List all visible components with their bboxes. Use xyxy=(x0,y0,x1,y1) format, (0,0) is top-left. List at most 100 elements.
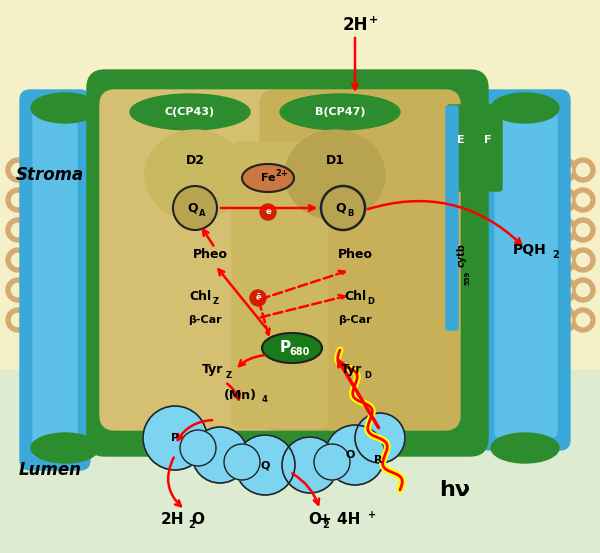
Ellipse shape xyxy=(32,189,77,211)
Text: 2: 2 xyxy=(553,250,559,260)
Circle shape xyxy=(553,158,577,182)
Ellipse shape xyxy=(527,301,572,323)
Circle shape xyxy=(571,248,595,272)
Circle shape xyxy=(10,162,26,178)
Ellipse shape xyxy=(280,94,400,130)
Circle shape xyxy=(571,158,595,182)
Circle shape xyxy=(571,188,595,212)
Text: B: B xyxy=(347,208,353,217)
Text: Fe: Fe xyxy=(261,173,275,183)
Text: D2: D2 xyxy=(185,154,205,166)
Text: PQH: PQH xyxy=(513,243,547,257)
Circle shape xyxy=(6,218,30,242)
Ellipse shape xyxy=(533,277,568,291)
Circle shape xyxy=(192,427,248,483)
Circle shape xyxy=(6,308,30,332)
Circle shape xyxy=(282,437,338,493)
Text: β-Car: β-Car xyxy=(338,315,372,325)
Text: P: P xyxy=(280,340,290,354)
Circle shape xyxy=(6,278,30,302)
Circle shape xyxy=(180,430,216,466)
Ellipse shape xyxy=(130,94,250,130)
Text: + 4H: + 4H xyxy=(319,513,361,528)
Ellipse shape xyxy=(37,193,73,207)
Circle shape xyxy=(235,435,295,495)
Circle shape xyxy=(557,282,573,298)
Text: +: + xyxy=(368,510,376,520)
Text: R: R xyxy=(374,455,382,465)
Text: Q: Q xyxy=(260,460,269,470)
Text: O: O xyxy=(308,513,322,528)
FancyBboxPatch shape xyxy=(33,103,77,457)
Circle shape xyxy=(321,186,365,230)
Ellipse shape xyxy=(533,221,568,235)
Ellipse shape xyxy=(491,433,559,463)
Text: ē: ē xyxy=(255,294,261,302)
FancyBboxPatch shape xyxy=(447,105,475,191)
Text: 559: 559 xyxy=(465,271,471,285)
Circle shape xyxy=(28,158,52,182)
Circle shape xyxy=(32,312,48,328)
Text: P: P xyxy=(171,433,179,443)
Circle shape xyxy=(32,192,48,208)
Ellipse shape xyxy=(527,217,572,239)
Text: 2H: 2H xyxy=(342,16,368,34)
Circle shape xyxy=(553,188,577,212)
Ellipse shape xyxy=(285,130,385,220)
FancyBboxPatch shape xyxy=(232,142,328,428)
Bar xyxy=(0,370,600,553)
Text: Stroma: Stroma xyxy=(16,166,84,184)
FancyBboxPatch shape xyxy=(20,90,90,470)
Text: Q: Q xyxy=(188,201,199,215)
Circle shape xyxy=(143,406,207,470)
Text: Z: Z xyxy=(226,371,232,379)
Circle shape xyxy=(32,222,48,238)
Text: Z: Z xyxy=(213,296,219,305)
Ellipse shape xyxy=(533,249,568,263)
Ellipse shape xyxy=(32,301,77,323)
Circle shape xyxy=(6,248,30,272)
Text: β-Car: β-Car xyxy=(188,315,222,325)
Circle shape xyxy=(28,218,52,242)
Ellipse shape xyxy=(533,193,568,207)
Text: D1: D1 xyxy=(325,154,344,166)
Circle shape xyxy=(28,308,52,332)
Circle shape xyxy=(553,278,577,302)
Text: 680: 680 xyxy=(290,347,310,357)
Text: Q: Q xyxy=(335,201,346,215)
Text: 2+: 2+ xyxy=(275,169,289,178)
Text: Chl: Chl xyxy=(344,290,366,302)
Text: O: O xyxy=(346,450,355,460)
Circle shape xyxy=(575,252,591,268)
Ellipse shape xyxy=(527,273,572,295)
Circle shape xyxy=(224,444,260,480)
Circle shape xyxy=(6,188,30,212)
Text: Tyr: Tyr xyxy=(202,363,224,377)
Text: Chl: Chl xyxy=(189,290,211,302)
Text: E: E xyxy=(457,135,465,145)
Text: (Mn): (Mn) xyxy=(223,389,257,401)
Circle shape xyxy=(557,192,573,208)
Text: hν: hν xyxy=(439,480,470,500)
Ellipse shape xyxy=(533,305,568,319)
Circle shape xyxy=(575,312,591,328)
Text: ē: ē xyxy=(265,207,271,217)
Circle shape xyxy=(575,282,591,298)
Text: F: F xyxy=(484,135,492,145)
Text: cytb: cytb xyxy=(457,243,467,267)
Ellipse shape xyxy=(32,217,77,239)
Circle shape xyxy=(32,252,48,268)
Ellipse shape xyxy=(32,273,77,295)
Ellipse shape xyxy=(527,245,572,267)
FancyBboxPatch shape xyxy=(474,105,502,191)
Circle shape xyxy=(553,248,577,272)
Circle shape xyxy=(260,204,276,220)
Text: B(CP47): B(CP47) xyxy=(315,107,365,117)
Circle shape xyxy=(557,312,573,328)
FancyBboxPatch shape xyxy=(260,90,460,430)
Circle shape xyxy=(557,162,573,178)
Circle shape xyxy=(10,282,26,298)
Text: Pheo: Pheo xyxy=(337,248,373,262)
Text: C(CP43): C(CP43) xyxy=(165,107,215,117)
Ellipse shape xyxy=(32,245,77,267)
